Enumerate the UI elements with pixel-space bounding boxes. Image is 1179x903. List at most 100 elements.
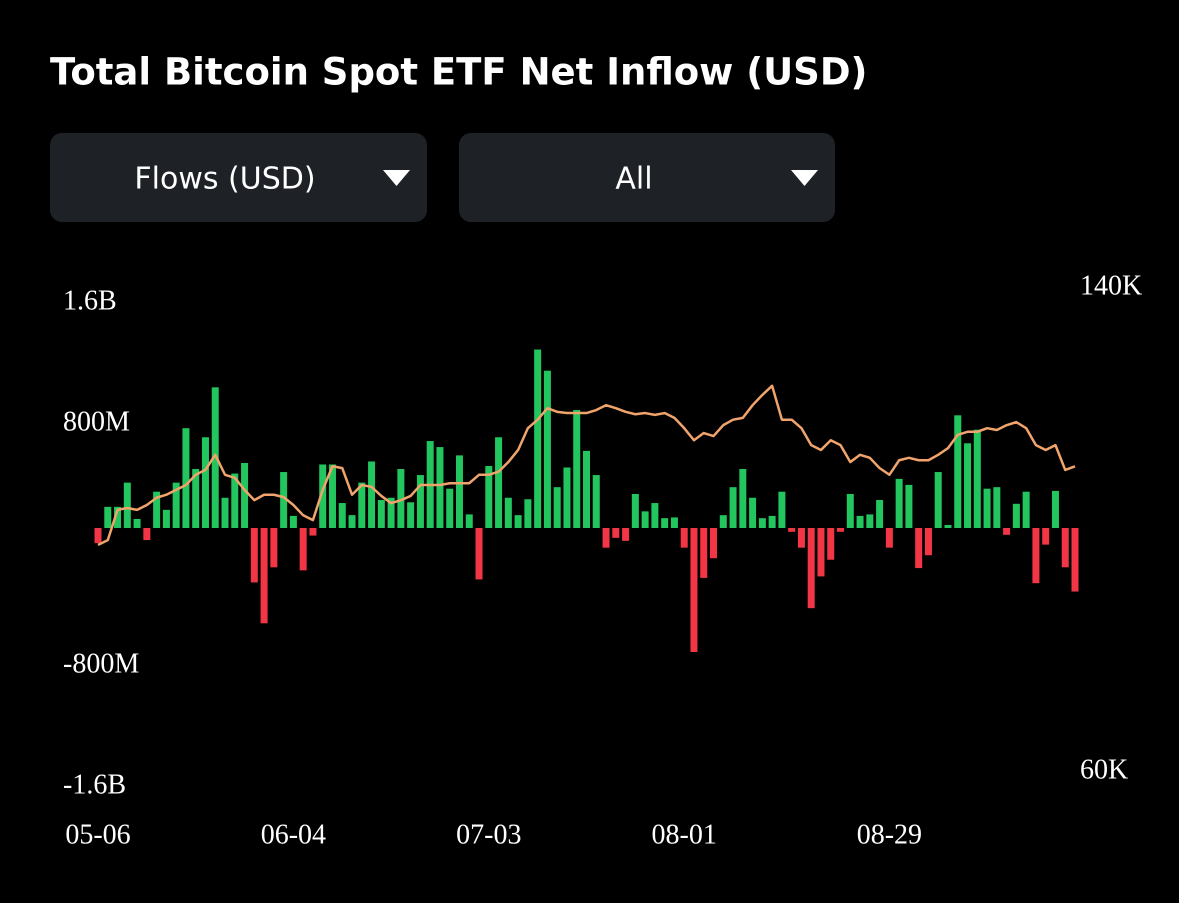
bar	[319, 464, 327, 528]
bar	[1032, 528, 1040, 584]
bar	[1061, 528, 1069, 568]
bar	[758, 518, 766, 528]
bar	[553, 487, 561, 528]
bar	[1071, 528, 1079, 592]
bar	[827, 528, 835, 560]
bar	[563, 467, 571, 528]
price-line	[97, 384, 1076, 547]
chart: 1.6B 800M -800M -1.6B 140K 60K 05-06 06-04 07-03…	[63, 270, 1142, 850]
bar	[162, 509, 170, 528]
bar	[377, 500, 385, 528]
bar	[241, 462, 249, 528]
bar	[817, 528, 825, 577]
bar	[651, 503, 659, 528]
bar	[739, 469, 747, 528]
bar	[583, 450, 590, 528]
y2-tick-label: 60K	[1080, 754, 1128, 785]
dropdown-arrow[interactable]	[791, 170, 818, 186]
bar	[504, 497, 512, 528]
bar	[407, 502, 415, 528]
bar	[172, 482, 180, 528]
bar	[514, 515, 522, 528]
bar	[182, 428, 190, 528]
dropdown-label[interactable]: Flows (USD)	[134, 162, 315, 197]
dropdown-label[interactable]: All	[615, 162, 652, 197]
bar	[543, 370, 551, 528]
bar	[153, 491, 161, 528]
bar	[749, 497, 757, 528]
bar	[885, 528, 893, 548]
bar	[524, 499, 532, 528]
bar	[309, 528, 317, 536]
bar	[328, 464, 336, 528]
bar	[612, 528, 620, 538]
bar	[690, 528, 698, 653]
x-tick-label: 05-06	[65, 819, 130, 850]
bar	[465, 514, 473, 528]
bar	[622, 528, 630, 541]
bar	[1003, 528, 1011, 535]
bar	[192, 469, 200, 528]
bar	[211, 387, 219, 528]
bar	[934, 472, 942, 528]
bar	[924, 528, 932, 556]
bar	[1022, 491, 1030, 528]
bar	[573, 410, 581, 528]
y-tick-label: 800M	[63, 406, 130, 437]
bar	[104, 506, 112, 528]
dropdown[interactable]: Flows (USD)	[50, 133, 427, 222]
bar	[123, 482, 131, 528]
bar	[475, 528, 483, 580]
bar	[837, 528, 845, 532]
bar	[436, 447, 444, 528]
bar	[719, 515, 727, 528]
bar	[416, 475, 424, 528]
dropdown-background[interactable]	[50, 133, 427, 222]
bar	[270, 528, 278, 568]
y-tick-label: 1.6B	[63, 285, 117, 316]
page-title: Total Bitcoin Spot ETF Net Inflow (USD)	[50, 51, 867, 94]
bar	[973, 429, 981, 528]
bar	[729, 487, 737, 528]
dropdown-background[interactable]	[459, 133, 835, 222]
bar	[485, 465, 493, 528]
x-tick-label: 08-01	[652, 819, 717, 850]
bar	[280, 472, 288, 528]
bar	[944, 524, 952, 528]
bar	[221, 497, 229, 528]
bar	[592, 475, 600, 528]
bar	[1051, 490, 1059, 528]
bar	[534, 349, 542, 528]
bar	[993, 487, 1001, 528]
bar	[387, 497, 395, 528]
dropdown-arrow[interactable]	[383, 170, 410, 186]
bar	[231, 473, 239, 528]
bar	[348, 515, 356, 528]
bar	[641, 511, 649, 528]
bar	[670, 517, 678, 528]
bar	[954, 415, 962, 528]
bar	[143, 528, 151, 541]
bar	[700, 528, 708, 578]
bar	[260, 528, 268, 624]
bar	[807, 528, 815, 609]
bar	[455, 455, 463, 528]
bar	[680, 528, 688, 548]
bar	[495, 437, 503, 528]
bar	[788, 528, 796, 532]
bar	[299, 528, 307, 571]
bar	[856, 515, 864, 528]
bar	[983, 488, 991, 528]
y-tick-label: -1.6B	[63, 769, 126, 800]
bar	[661, 518, 669, 528]
bar	[133, 518, 141, 528]
bar	[964, 443, 972, 528]
x-tick-label: 07-03	[456, 819, 521, 850]
bar	[201, 437, 209, 528]
dropdown[interactable]: All	[459, 133, 835, 222]
bar	[778, 491, 786, 528]
bar	[397, 469, 405, 528]
y2-tick-label: 140K	[1080, 270, 1142, 301]
bar	[876, 500, 884, 528]
